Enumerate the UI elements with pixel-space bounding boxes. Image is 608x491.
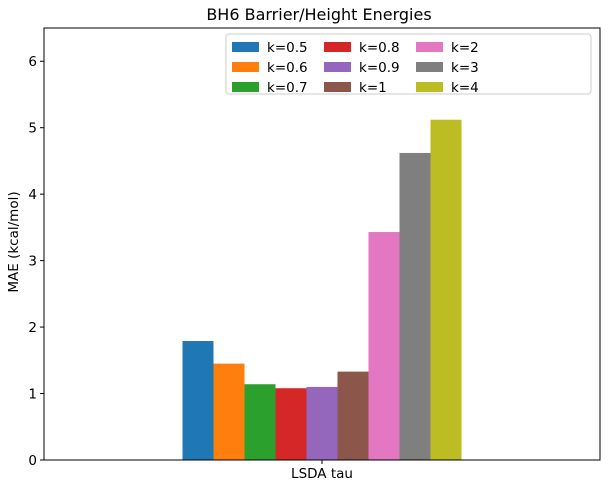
legend-swatch: [324, 42, 351, 52]
legend-label: k=2: [451, 40, 479, 56]
legend-label: k=3: [451, 60, 479, 76]
y-tick-label: 1: [28, 387, 37, 403]
bar-k-0-7: [244, 384, 276, 460]
legend-label: k=4: [451, 80, 479, 96]
bar-k-2: [368, 232, 400, 460]
legend-swatch: [324, 62, 351, 72]
y-axis: 0 1 2 3 4 5 6: [28, 54, 44, 469]
y-tick-label: 4: [28, 187, 37, 203]
legend-label: k=0.9: [359, 60, 400, 76]
legend-label: k=0.8: [359, 40, 400, 56]
bar-k-0-8: [275, 388, 307, 460]
bar-k-0-6: [213, 363, 245, 460]
legend-box: [225, 33, 592, 95]
chart-title: BH6 Barrier/Height Energies: [206, 5, 431, 24]
y-axis-label: MAE (kcal/mol): [6, 191, 22, 292]
y-tick-label: 5: [28, 121, 37, 137]
legend-swatch: [232, 62, 259, 72]
legend-swatch: [232, 82, 259, 92]
bar-k-0-5: [182, 341, 214, 460]
bar-k-4: [430, 119, 462, 461]
y-tick-label: 0: [28, 453, 37, 469]
y-tick-label: 2: [28, 320, 37, 336]
legend-label: k=0.5: [267, 40, 308, 56]
y-tick-label: 6: [28, 54, 37, 70]
legend-label: k=1: [359, 80, 387, 96]
bar-k-1: [337, 371, 369, 460]
legend-swatch: [232, 42, 259, 52]
legend-swatch: [324, 82, 351, 92]
x-tick-label: LSDA tau: [291, 466, 353, 482]
legend-label: k=0.7: [267, 80, 308, 96]
y-tick-label: 3: [28, 254, 37, 270]
legend-swatch: [416, 42, 443, 52]
legend-swatch: [416, 62, 443, 72]
x-axis: LSDA tau: [291, 460, 353, 482]
plot-frame: [43, 27, 601, 461]
legend: k=0.5 k=0.6 k=0.7 k=0.8 k=0.9 k=1 k=2 k=3 k=4: [225, 33, 592, 96]
bar-k-3: [399, 152, 431, 460]
legend-swatch: [416, 82, 443, 92]
bars-group: [182, 119, 462, 461]
bar-k-0-9: [306, 386, 338, 460]
legend-label: k=0.6: [267, 60, 308, 76]
